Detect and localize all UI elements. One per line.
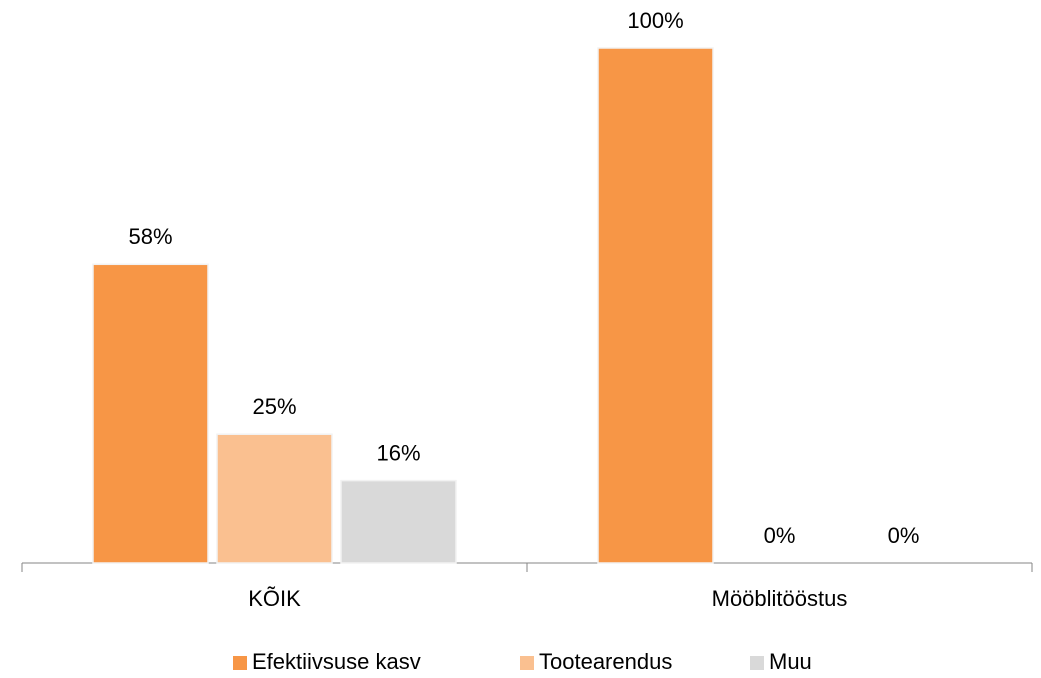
x-tick-label: KÕIK (248, 586, 301, 611)
value-label: 58% (128, 224, 172, 249)
legend-swatch (750, 656, 764, 670)
legend-item: Tootearendus (520, 649, 672, 674)
bar (597, 47, 714, 564)
x-tick-label: Mööblitööstus (712, 586, 848, 611)
bar (92, 263, 209, 564)
legend-swatch (520, 656, 534, 670)
value-label: 0% (888, 523, 920, 548)
legend-label: Efektiivsuse kasv (252, 649, 421, 674)
bar (216, 433, 333, 564)
legend-label: Tootearendus (539, 649, 672, 674)
value-label: 25% (252, 394, 296, 419)
legend-item: Muu (750, 649, 812, 674)
value-label: 0% (764, 523, 796, 548)
legend-item: Efektiivsuse kasv (233, 649, 421, 674)
value-label: 100% (627, 8, 683, 33)
bar (340, 479, 457, 564)
value-label: 16% (376, 440, 420, 465)
legend-swatch (233, 656, 247, 670)
legend-label: Muu (769, 649, 812, 674)
